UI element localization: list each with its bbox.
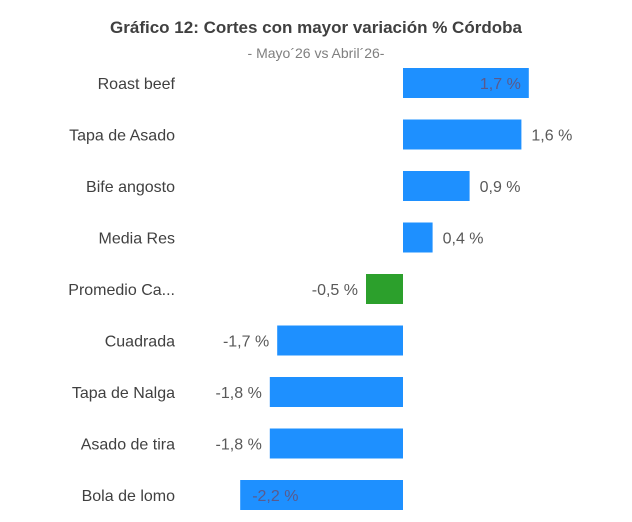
data-label: -0,5 % <box>312 282 358 299</box>
bar <box>277 326 403 356</box>
category-label: Bife angosto <box>86 179 175 196</box>
data-label: -1,7 % <box>223 334 269 351</box>
bar <box>270 377 403 407</box>
category-label: Cuadrada <box>105 334 175 351</box>
bar <box>403 171 470 201</box>
category-label: Asado de tira <box>81 437 175 454</box>
bar <box>366 274 403 304</box>
data-label: 1,6 % <box>531 128 572 145</box>
category-label: Promedio Ca... <box>68 282 175 299</box>
data-label: -1,8 % <box>216 437 262 454</box>
data-label: 1,7 % <box>480 76 521 93</box>
bar <box>403 223 433 253</box>
data-label: -1,8 % <box>216 385 262 402</box>
category-label: Tapa de Asado <box>69 128 175 145</box>
data-label: 0,9 % <box>480 179 521 196</box>
data-label: 0,4 % <box>443 231 484 248</box>
bar <box>403 120 521 150</box>
category-label: Media Res <box>99 231 175 248</box>
data-label: -2,2 % <box>252 488 298 505</box>
category-label: Roast beef <box>98 76 176 93</box>
category-label: Tapa de Nalga <box>72 385 175 402</box>
bar <box>270 429 403 459</box>
category-label: Bola de lomo <box>82 488 175 505</box>
